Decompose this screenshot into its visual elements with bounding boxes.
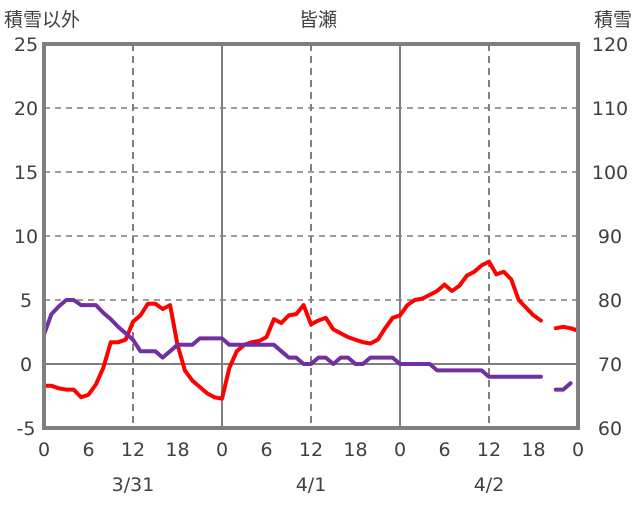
snow-depth-series-line xyxy=(553,381,573,392)
x-tick-label: 18 xyxy=(521,439,545,461)
y-right-tick-label: 100 xyxy=(592,162,628,184)
y-right-tick-label: 60 xyxy=(598,418,622,440)
date-label: 3/31 xyxy=(112,474,155,496)
x-tick-label: 18 xyxy=(165,439,189,461)
y-right-tick-label: 120 xyxy=(592,34,628,56)
x-tick-label: 12 xyxy=(477,439,501,461)
x-tick-label: 0 xyxy=(394,439,406,461)
non-snow-series-line xyxy=(42,259,543,401)
y-left-tick-label: 0 xyxy=(20,354,32,376)
left-axis-title: 積雪以外 xyxy=(4,9,80,31)
date-label: 4/1 xyxy=(296,474,327,496)
x-tick-label: 0 xyxy=(572,439,584,461)
y-right-tick-label: 90 xyxy=(598,226,622,248)
x-tick-label: 12 xyxy=(299,439,323,461)
non-snow-series-line xyxy=(553,324,580,333)
y-left-tick-label: 20 xyxy=(14,98,38,120)
y-right-tick-label: 80 xyxy=(598,290,622,312)
plot-border xyxy=(42,42,580,430)
x-tick-label: 0 xyxy=(216,439,228,461)
x-tick-label: 6 xyxy=(82,439,94,461)
date-label: 4/2 xyxy=(474,474,505,496)
right-axis-title: 積雪 xyxy=(594,9,632,31)
y-left-tick-label: 15 xyxy=(14,162,38,184)
snow-depth-series-line xyxy=(42,298,543,379)
x-tick-label: 0 xyxy=(38,439,50,461)
y-right-tick-label: 70 xyxy=(598,354,622,376)
y-right-tick-label: 110 xyxy=(592,98,628,120)
y-left-tick-label: 25 xyxy=(14,34,38,56)
x-tick-label: 12 xyxy=(121,439,145,461)
y-left-tick-label: 5 xyxy=(20,290,32,312)
x-tick-label: 6 xyxy=(260,439,272,461)
y-left-tick-label: 10 xyxy=(14,226,38,248)
x-tick-label: 18 xyxy=(343,439,367,461)
chart-title: 皆瀬 xyxy=(299,9,337,31)
y-left-tick-label: -5 xyxy=(17,418,36,440)
x-tick-label: 6 xyxy=(438,439,450,461)
